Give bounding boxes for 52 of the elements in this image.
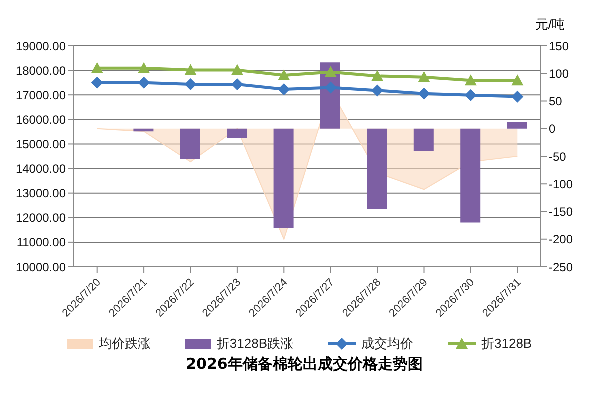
y2-tick-label: 0 [549,122,556,136]
bar [367,128,388,209]
bar [507,122,528,129]
y-tick-label: 16000.00 [16,112,66,127]
point [418,88,430,100]
point [138,62,150,74]
y-tick-label: 15000.00 [16,137,66,152]
point [278,83,290,96]
point [372,84,384,97]
y-tick-label: 13000.00 [16,186,66,201]
y-tick-label: 10000.00 [16,260,66,274]
y2-tick-label: 150 [549,39,570,54]
y2-tick-label: -50 [549,150,567,164]
bar [134,128,154,132]
point [512,90,524,103]
y-tick-label: 14000.00 [16,162,66,176]
y2-tick-label: -100 [549,177,574,192]
y2-tick-label: 100 [549,66,570,81]
y2-tick-label: -200 [549,232,574,247]
y2-axis-title: 元/吨 [535,16,565,34]
point [138,76,150,89]
y-tick-label: 12000.00 [16,211,66,226]
y2-tick-label: 50 [549,94,563,109]
point [278,69,290,80]
text: 2026年储备棉轮出成交价格走势图 [185,355,424,374]
legend-label: 折3128B跌涨 [216,335,294,353]
point [372,70,384,82]
bar [460,128,481,223]
y-tick-label: 17000.00 [16,88,66,102]
y-tick-label: 18000.00 [16,64,66,78]
point [91,76,104,89]
point [324,66,337,78]
y-tick-label: 11000.00 [16,236,66,250]
bar [414,128,434,151]
y2-tick-label: -250 [549,260,574,274]
legend-label: 成交均价 [362,335,414,353]
y2-tick-label: -150 [549,205,574,220]
point [231,64,244,76]
point [184,78,197,91]
point [324,82,337,94]
point [512,74,524,86]
bar [180,128,200,160]
point [418,71,430,82]
point [464,74,477,86]
legend-label: 均价跌涨 [98,335,151,353]
point [464,89,477,102]
point [184,64,197,76]
bar [274,128,294,228]
point [91,62,104,74]
bar [227,128,248,138]
y-tick-label: 19000.00 [16,39,66,54]
legend-label: 折3128B [482,335,532,353]
